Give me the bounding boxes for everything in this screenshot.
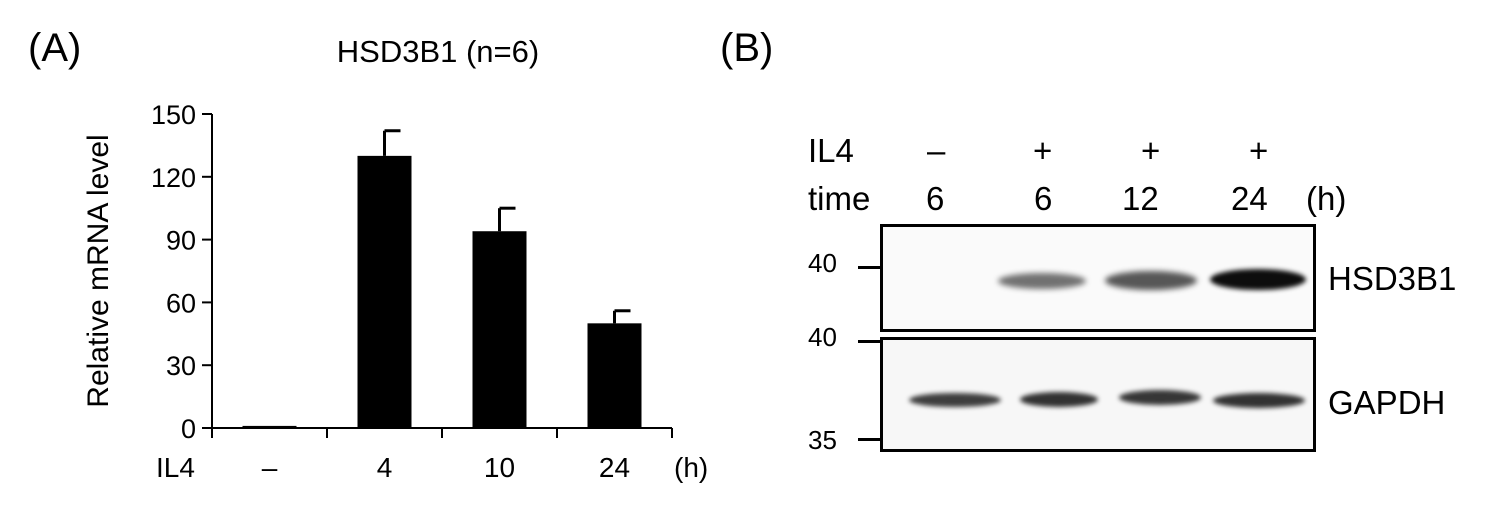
x-tick-label-0: – [262, 452, 278, 483]
x-tick-label-2: 10 [484, 452, 515, 483]
lane-4-il4: + [1249, 132, 1269, 169]
bar-2 [472, 231, 527, 428]
hsd3b1-band-lane-4 [1210, 269, 1306, 290]
bar-0 [242, 425, 297, 428]
gapdh-marker-bottom-tick [858, 438, 880, 441]
lane-3-il4: + [1141, 132, 1161, 169]
y-tick-label-1: 30 [166, 351, 196, 381]
gapdh-band-lane-3 [1119, 390, 1201, 405]
panel-b-letter: (B) [720, 26, 774, 70]
lane-2-time: 6 [1034, 180, 1053, 217]
gapdh-band-lane-1 [909, 393, 1001, 407]
gapdh-band-lane-2 [1020, 392, 1098, 407]
hsd3b1-label: HSD3B1 [1328, 260, 1457, 297]
lane-2-il4: + [1033, 132, 1053, 169]
lane-1-il4: – [927, 132, 946, 169]
x-tick-label-1: 4 [377, 452, 393, 483]
x-unit-label: (h) [674, 452, 708, 483]
chart-title: HSD3B1 (n=6) [337, 34, 539, 69]
y-tick-label-3: 90 [166, 226, 196, 256]
panel-a-letter: (A) [28, 26, 82, 70]
x-tick-label-3: 24 [599, 452, 630, 483]
time-unit-label: (h) [1306, 180, 1347, 217]
lane-4-time: 24 [1231, 180, 1268, 217]
hsd3b1-band-lane-3 [1105, 271, 1197, 290]
y-tick-label-5: 150 [151, 100, 196, 130]
gapdh-marker-35: 35 [808, 425, 837, 455]
lane-1-time: 6 [926, 180, 945, 217]
y-tick-label-4: 120 [151, 163, 196, 193]
time-row-label: time [808, 180, 871, 217]
gapdh-marker-top-tick [858, 340, 880, 343]
hsd3b1-marker-40: 40 [808, 248, 837, 278]
gapdh-marker-40: 40 [808, 322, 837, 352]
bar-chart: HSD3B1 (n=6) 0 30 60 90 120 150 Relative mRNA l… [82, 34, 708, 483]
gapdh-band-lane-4 [1213, 393, 1305, 408]
hsd3b1-blot [880, 224, 1316, 332]
bar-3 [587, 323, 642, 428]
y-tick-label-0: 0 [181, 414, 196, 444]
y-tick-label-2: 60 [166, 288, 196, 318]
hsd3b1-marker-tick [858, 266, 880, 269]
y-axis-label: Relative mRNA level [82, 134, 115, 407]
x-axis-label: IL4 [156, 452, 195, 483]
hsd3b1-band-lane-2 [998, 273, 1086, 289]
gapdh-label: GAPDH [1328, 384, 1446, 421]
lane-3-time: 12 [1122, 180, 1159, 217]
gapdh-blot [880, 337, 1316, 452]
bar-1 [357, 155, 412, 428]
il4-row-label: IL4 [808, 132, 854, 169]
